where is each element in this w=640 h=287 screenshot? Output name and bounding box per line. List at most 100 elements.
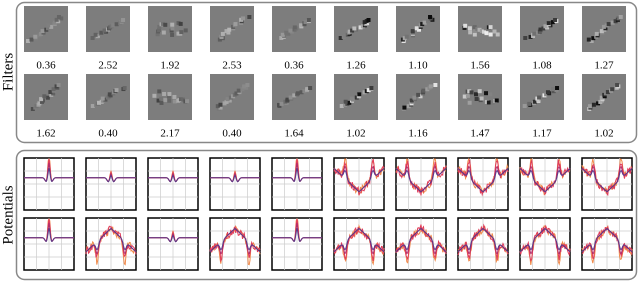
filter-pixel — [240, 87, 245, 92]
potentials-panel — [15, 149, 638, 281]
filter-pixel — [176, 21, 181, 26]
filter-pixel — [414, 26, 419, 31]
potential-curve — [395, 224, 447, 261]
filter-pixel — [465, 93, 470, 98]
filter-pixel — [48, 90, 53, 95]
filter-weight: 1.62 — [36, 128, 55, 140]
filter-pixel — [349, 96, 354, 101]
filter-pixel — [52, 20, 57, 25]
filter-pixel — [603, 91, 608, 96]
filter-pixel — [45, 26, 50, 31]
filter-pixel — [488, 25, 493, 30]
filter-image — [520, 74, 564, 120]
filter-pixel — [546, 21, 551, 26]
filter-weight: 1.92 — [160, 60, 179, 72]
filter-pixel — [366, 88, 371, 93]
filter-pixel — [479, 96, 484, 101]
filter-pixel — [610, 87, 615, 92]
filter-pixel — [121, 18, 126, 22]
filter-pixel — [416, 92, 421, 97]
filter-weight: 1.26 — [346, 60, 366, 72]
potential-curve — [395, 168, 447, 193]
filter-pixel — [162, 91, 167, 96]
filter-pixel — [161, 30, 166, 35]
filter-pixel — [532, 99, 537, 104]
filter-pixel — [167, 98, 172, 103]
filter-pixel — [488, 92, 493, 97]
potential-curve — [457, 168, 509, 193]
filter-pixel — [484, 99, 489, 104]
filter-image — [582, 6, 626, 52]
filter-pixel — [100, 96, 105, 101]
filter-image — [334, 6, 378, 52]
filter-pixel — [166, 94, 171, 99]
filter-pixel — [523, 36, 528, 40]
filter-pixel — [527, 101, 532, 106]
filter-pixel — [228, 95, 233, 100]
filter-pixel — [224, 29, 229, 34]
filter-pixel — [305, 87, 310, 92]
filter-pixel — [428, 84, 433, 89]
filter-weight: 1.64 — [284, 128, 304, 140]
filter-pixel — [218, 105, 223, 110]
filter-pixel — [412, 95, 417, 100]
filter-weight: 1.08 — [532, 60, 552, 72]
filter-weight: 2.53 — [222, 60, 242, 72]
filter-pixel — [484, 31, 489, 36]
filter-pixel — [528, 34, 533, 39]
potential-curve — [148, 234, 198, 243]
filter-pixel — [425, 87, 430, 92]
filter-pixel — [157, 24, 162, 29]
filter-pixel — [45, 95, 50, 100]
filter-pixel — [233, 22, 238, 27]
filter-pixel — [170, 26, 175, 31]
filter-pixel — [157, 28, 162, 33]
filter-pixel — [155, 32, 160, 37]
filter-image — [334, 74, 378, 120]
filter-image — [272, 74, 316, 120]
filter-pixel — [247, 15, 252, 19]
filter-pixel — [26, 39, 31, 43]
filter-pixel — [553, 18, 558, 22]
filter-pixel — [586, 37, 591, 42]
filter-pixel — [159, 96, 164, 101]
filter-pixel — [107, 92, 112, 97]
filter-pixel — [163, 22, 168, 27]
filter-pixel — [365, 21, 370, 26]
filter-image — [396, 6, 440, 52]
filter-pixel — [185, 99, 190, 104]
filter-weight: 1.27 — [594, 60, 614, 72]
filter-pixel — [303, 20, 308, 25]
filter-pixel — [410, 29, 415, 34]
filter-pixel — [591, 102, 596, 107]
filter-pixel — [170, 32, 175, 37]
filter-weight: 1.02 — [594, 128, 613, 140]
filter-pixel — [224, 99, 229, 104]
filter-pixel — [615, 83, 620, 87]
filter-pixel — [59, 16, 64, 21]
filter-pixel — [599, 29, 604, 34]
filter-pixel — [479, 28, 484, 33]
filter-image — [210, 74, 254, 120]
filter-pixel — [616, 16, 621, 21]
filter-pixel — [366, 18, 371, 22]
filter-pixel — [409, 98, 414, 103]
filter-pixel — [39, 97, 44, 102]
filter-pixel — [179, 30, 184, 35]
filter-pixel — [96, 100, 101, 105]
filter-pixel — [183, 28, 188, 33]
filter-pixel — [605, 90, 610, 95]
filter-pixel — [286, 31, 291, 36]
filter-pixel — [163, 98, 168, 103]
filter-pixel — [477, 89, 482, 94]
potential-plot — [395, 157, 447, 211]
filter-pixel — [477, 27, 482, 32]
filter-pixel — [486, 100, 491, 105]
potential-curve — [85, 227, 137, 253]
filter-weight: 2.17 — [160, 128, 180, 140]
potential-curve — [209, 225, 261, 263]
filter-pixel — [350, 28, 355, 33]
potential-plot — [581, 157, 633, 211]
filter-image — [396, 74, 440, 120]
